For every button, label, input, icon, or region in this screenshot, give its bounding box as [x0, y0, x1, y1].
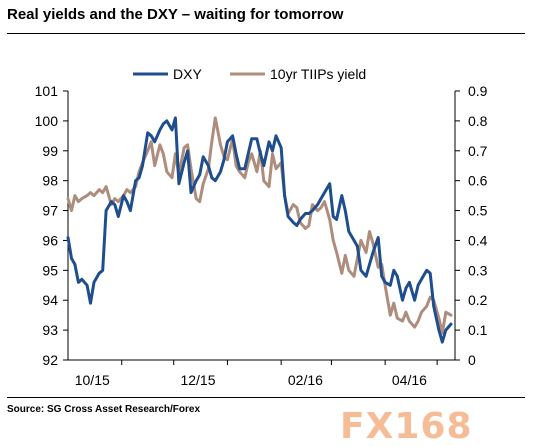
y-right-tick-label: 0.6 [468, 173, 488, 189]
page-title: Real yields and the DXY – waiting for to… [7, 6, 344, 23]
y-right-tick-label: 0.9 [468, 83, 488, 99]
y-left-tick-label: 94 [42, 292, 58, 308]
x-tick-label: 12/15 [180, 372, 215, 388]
y-left-tick-label: 97 [42, 203, 58, 219]
chart: DXY 10yr TIIPs yield 92 93 94 95 96 97 98 99 100… [35, 66, 488, 388]
y-left-tick-label: 98 [42, 173, 58, 189]
axes: 92 93 94 95 96 97 98 99 100 101 0 0.1 0.2 0.3 0.4 0.5 0.… [35, 83, 488, 388]
y-right-tick-label: 0.8 [468, 113, 488, 129]
x-tick-label: 10/15 [75, 372, 110, 388]
legend-label-tips: 10yr TIIPs yield [270, 66, 366, 82]
legend-label-dxy: DXY [173, 66, 202, 82]
source-note: Source: SG Cross Asset Research/Forex [7, 404, 201, 415]
y-left-tick-label: 99 [42, 143, 58, 159]
x-tick-label: 04/16 [392, 372, 427, 388]
legend: DXY 10yr TIIPs yield [133, 66, 366, 82]
x-tick-label: 02/16 [288, 372, 323, 388]
y-right-tick-label: 0.2 [468, 292, 488, 308]
y-left-tick-label: 101 [35, 83, 59, 99]
y-right-tick-label: 0.3 [468, 262, 488, 278]
y-right-tick-label: 0 [468, 352, 476, 368]
series-lines [66, 116, 453, 344]
series-line-tips [66, 116, 453, 335]
y-right-tick-label: 0.4 [468, 232, 488, 248]
footer-divider [7, 397, 525, 398]
y-right-tick-label: 0.5 [468, 203, 488, 219]
y-left-tick-label: 96 [42, 232, 58, 248]
y-left-tick-label: 92 [42, 352, 58, 368]
y-left-tick-label: 95 [42, 262, 58, 278]
series-line-dxy [66, 116, 453, 344]
y-left-tick-label: 93 [42, 322, 58, 338]
fx168-watermark-logo: FX168 [340, 406, 473, 447]
y-right-tick-label: 0.1 [468, 322, 488, 338]
y-left-tick-label: 100 [35, 113, 59, 129]
y-right-tick-label: 0.7 [468, 143, 488, 159]
title-divider [7, 33, 525, 34]
